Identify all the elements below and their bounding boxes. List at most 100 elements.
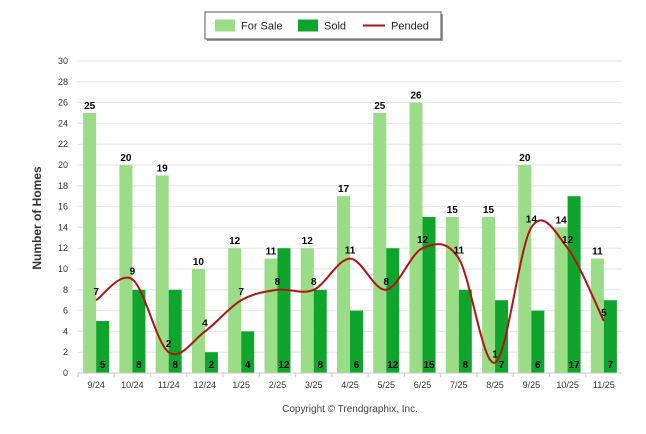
y-tick-label: 28 (58, 77, 68, 87)
bar-sold (132, 289, 146, 373)
x-tick-label: 1/25 (232, 380, 250, 390)
bar-for-sale (300, 248, 314, 373)
data-label-for-sale: 10 (193, 257, 205, 268)
data-label-sold: 4 (245, 360, 251, 371)
bar-for-sale (445, 217, 459, 373)
bar-for-sale (373, 113, 387, 373)
bar-for-sale (590, 258, 604, 373)
pended-line-path (95, 219, 605, 364)
bar-sold (531, 310, 545, 373)
data-label-for-sale: 12 (229, 236, 241, 247)
y-tick-label: 26 (58, 98, 68, 108)
data-label-pended: 5 (601, 308, 607, 319)
x-tick-label: 4/25 (341, 380, 359, 390)
data-label-pended: 7 (238, 287, 244, 298)
data-label-pended: 12 (562, 235, 574, 246)
legend-label: Pended (391, 21, 429, 33)
bar-sold (168, 289, 182, 373)
data-label-for-sale: 25 (374, 101, 386, 112)
y-tick-label: 4 (63, 326, 68, 336)
y-tick-label: 16 (58, 202, 68, 212)
bar-for-sale (482, 217, 496, 373)
x-tick-label: 11/24 (158, 380, 180, 390)
data-label-for-sale: 17 (338, 184, 350, 195)
y-tick-label: 12 (58, 243, 68, 253)
data-label-for-sale: 15 (483, 205, 495, 216)
x-tick-label: 9/25 (523, 380, 541, 390)
y-tick-label: 2 (63, 347, 68, 357)
y-tick-label: 24 (58, 118, 68, 128)
data-label-sold: 6 (535, 360, 541, 371)
bar-sold (495, 300, 509, 373)
data-label-for-sale: 20 (519, 153, 531, 164)
y-tick-label: 22 (58, 139, 68, 149)
x-tick-label: 3/25 (305, 380, 323, 390)
data-label-sold: 8 (317, 360, 323, 371)
legend-label: Sold (324, 21, 346, 33)
bar-for-sale (83, 113, 97, 373)
bar-sold (313, 289, 327, 373)
data-label-for-sale: 25 (84, 101, 96, 112)
bar-sold (567, 196, 581, 373)
data-label-pended: 11 (345, 246, 356, 257)
data-label-sold: 7 (499, 360, 505, 371)
bar-sold (96, 321, 110, 373)
pended-line (95, 219, 605, 364)
bar-for-sale (155, 175, 169, 373)
data-label-pended: 1 (492, 350, 498, 361)
data-label-pended: 11 (454, 246, 465, 257)
legend-swatch (298, 19, 318, 32)
x-tick-label: 11/25 (593, 380, 615, 390)
data-label-sold: 12 (278, 360, 290, 371)
data-label-pended: 14 (526, 214, 538, 225)
data-label-for-sale: 11 (592, 247, 603, 258)
y-tick-label: 30 (58, 56, 68, 66)
bar-sold (277, 248, 291, 373)
y-tick-label: 10 (58, 264, 68, 274)
data-label-sold: 6 (354, 360, 360, 371)
bar-for-sale (228, 248, 242, 373)
data-label-pended: 9 (130, 266, 136, 277)
data-label-pended: 8 (383, 277, 389, 288)
x-tick-label: 9/24 (87, 380, 105, 390)
y-tick-label: 8 (63, 285, 68, 295)
x-tick-label: 7/25 (450, 380, 468, 390)
bar-for-sale (119, 165, 133, 373)
bar-for-sale (264, 258, 278, 373)
y-tick-label: 0 (63, 368, 68, 378)
bar-for-sale (554, 227, 568, 373)
bar-sold (458, 289, 472, 373)
x-tick-label: 12/24 (194, 380, 217, 390)
data-label-sold: 7 (608, 360, 614, 371)
x-tick-label: 10/25 (556, 380, 579, 390)
data-label-pended: 8 (275, 277, 281, 288)
bar-sold (422, 217, 436, 373)
data-label-sold: 8 (463, 360, 469, 371)
data-label-pended: 8 (311, 277, 317, 288)
x-tick-label: 5/25 (378, 380, 396, 390)
data-label-sold: 17 (569, 360, 581, 371)
y-tick-label: 20 (58, 160, 68, 170)
bars (83, 102, 617, 373)
data-label-sold: 15 (423, 360, 435, 371)
legend-label: For Sale (241, 21, 283, 33)
y-tick-label: 6 (63, 306, 68, 316)
data-label-for-sale: 14 (556, 215, 568, 226)
legend-box (204, 11, 442, 40)
x-tick-label: 8/25 (486, 380, 504, 390)
bar-for-sale (191, 269, 205, 373)
data-labels: 2552081981021241112128176251226151581572… (84, 91, 614, 371)
x-tick-label: 2/25 (269, 380, 287, 390)
data-label-pended: 4 (202, 318, 208, 329)
data-label-sold: 5 (100, 360, 106, 371)
x-tick-label: 10/24 (121, 380, 144, 390)
x-tick-label: 6/25 (414, 380, 432, 390)
data-label-for-sale: 19 (157, 163, 169, 174)
data-label-pended: 7 (93, 287, 99, 298)
bar-for-sale (518, 165, 532, 373)
bar-sold (204, 352, 218, 373)
y-axis-title: Number of Homes (30, 166, 44, 270)
bar-sold (350, 310, 363, 373)
